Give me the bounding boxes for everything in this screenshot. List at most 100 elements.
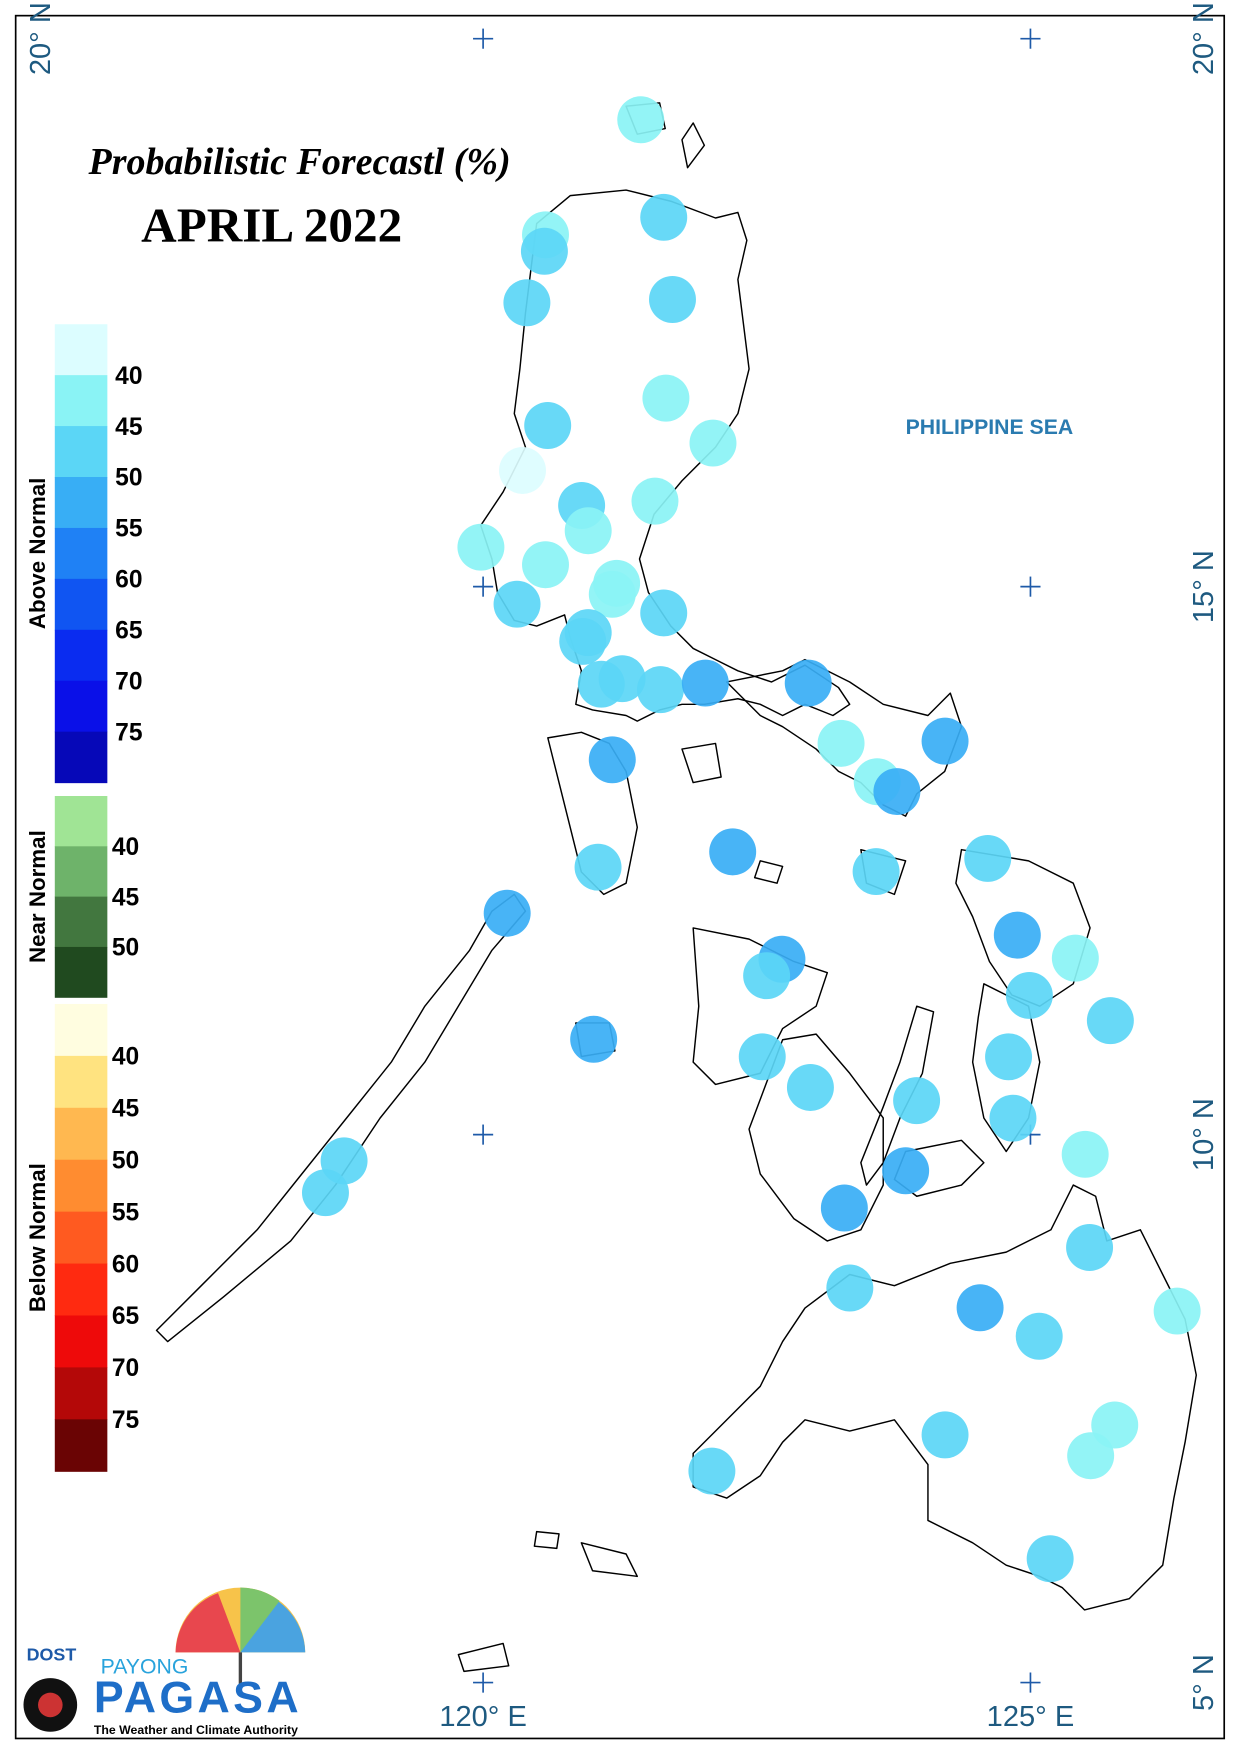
- legend-swatch: [54, 846, 108, 898]
- legend-swatch: [54, 731, 108, 784]
- station-forecast: [574, 843, 622, 891]
- station-forecast: [1066, 1224, 1114, 1271]
- dost-emblem-center: [38, 1692, 63, 1718]
- station-forecast: [640, 193, 688, 241]
- lat-tick-label: 10° N: [1188, 1098, 1220, 1171]
- legend-swatch: [54, 1159, 108, 1213]
- station-forecast: [520, 227, 568, 275]
- map-frame: [14, 14, 1226, 1740]
- legend-group-title: Above Normal: [25, 478, 50, 629]
- station-forecast: [499, 446, 546, 494]
- legend-swatch: [54, 1003, 108, 1057]
- legend-swatch: [54, 1263, 108, 1317]
- logo-line1: PAYONG: [101, 1655, 189, 1679]
- legend-swatch: [54, 896, 108, 948]
- station-forecast: [631, 477, 679, 525]
- legend-label: 60: [115, 567, 142, 594]
- station-forecast: [1086, 997, 1134, 1045]
- station-forecast: [640, 589, 688, 637]
- station-forecast: [817, 719, 865, 767]
- legend-label: 55: [115, 516, 142, 543]
- lat-tick-label: 20° N: [1188, 2, 1220, 75]
- station-forecast: [301, 1169, 349, 1217]
- legend-swatch: [54, 1107, 108, 1161]
- legend-label: 50: [112, 935, 139, 962]
- station-forecast: [956, 1284, 1004, 1332]
- legend-label: 60: [112, 1251, 139, 1278]
- station-forecast: [689, 419, 737, 467]
- legend-swatch: [54, 1055, 108, 1109]
- legend-label: 65: [112, 1303, 139, 1330]
- station-forecast: [588, 570, 636, 618]
- legend-swatch: [54, 1211, 108, 1265]
- legend-swatch: [54, 629, 108, 682]
- legend-label: 75: [112, 1407, 139, 1434]
- station-forecast: [921, 717, 969, 765]
- lon-tick-label: 120° E: [439, 1701, 527, 1733]
- station-forecast: [709, 828, 757, 876]
- station-forecast: [617, 96, 665, 144]
- legend-label: 70: [112, 1355, 139, 1382]
- station-forecast: [598, 655, 646, 703]
- umbrella-segment: [240, 1587, 280, 1653]
- station-forecast: [564, 507, 612, 555]
- legend-group-title: Below Normal: [25, 1163, 50, 1312]
- legend-label: 50: [112, 1147, 139, 1174]
- umbrella-segment: [240, 1593, 306, 1653]
- lon-tick-label: 125° E: [987, 1701, 1075, 1733]
- logo-tagline: The Weather and Climate Authority: [94, 1723, 298, 1737]
- station-forecast: [559, 617, 607, 665]
- legend-label: 45: [112, 884, 139, 911]
- map-subtitle: APRIL 2022: [141, 198, 402, 253]
- station-forecast: [493, 580, 541, 628]
- legend-swatch: [54, 1419, 108, 1472]
- lat-tick-label: 15° N: [1188, 550, 1220, 623]
- legend-swatch: [54, 477, 108, 529]
- legend-swatch: [54, 375, 108, 427]
- station-forecast: [1005, 971, 1053, 1019]
- lat-tick-label: 20° N: [25, 2, 57, 75]
- legend-label: 45: [115, 414, 142, 441]
- station-forecast: [989, 1094, 1037, 1142]
- umbrella-segment: [175, 1593, 241, 1653]
- station-forecast: [786, 1064, 834, 1111]
- station-forecast: [826, 1264, 874, 1312]
- legend-label: 70: [115, 668, 142, 695]
- station-forecast: [852, 848, 900, 896]
- legend-label: 55: [112, 1199, 139, 1226]
- station-forecast: [570, 1015, 618, 1063]
- station-forecast: [457, 523, 505, 571]
- legend-swatch: [54, 796, 108, 847]
- station-forecast: [524, 402, 572, 450]
- station-forecast: [893, 1077, 941, 1125]
- station-forecast: [588, 736, 636, 784]
- station-forecast: [522, 541, 569, 589]
- station-forecast: [882, 1147, 930, 1195]
- station-forecast: [1015, 1312, 1063, 1360]
- station-forecast: [1153, 1287, 1201, 1335]
- legend-label: 65: [115, 618, 142, 645]
- station-forecast: [873, 768, 921, 816]
- legend-swatch: [54, 1367, 108, 1420]
- station-forecast: [921, 1411, 969, 1459]
- station-forecast: [503, 279, 551, 327]
- legend-swatch: [54, 1315, 108, 1368]
- map-title: Probabilistic Forecastl (%): [88, 141, 511, 183]
- sea-label: PHILIPPINE SEA: [906, 415, 1074, 439]
- station-forecast: [642, 374, 690, 422]
- legend-label: 45: [112, 1096, 139, 1123]
- station-forecast: [1026, 1535, 1074, 1583]
- legend-label: 40: [115, 363, 142, 390]
- legend-label: 40: [112, 1044, 139, 1071]
- station-forecast: [1061, 1130, 1109, 1178]
- lat-tick-label: 5° N: [1188, 1654, 1220, 1711]
- coastlines: [155, 102, 1197, 1673]
- station-forecast: [483, 889, 531, 937]
- legend-swatch: [54, 578, 108, 631]
- station-forecast: [743, 952, 791, 1000]
- station-forecast: [784, 659, 832, 707]
- logo: DOST PAYONG PAGASA The Weather and Clima…: [23, 1587, 306, 1737]
- legend-label: 40: [112, 834, 139, 861]
- legend-swatch: [54, 680, 108, 733]
- station-forecast: [681, 659, 729, 707]
